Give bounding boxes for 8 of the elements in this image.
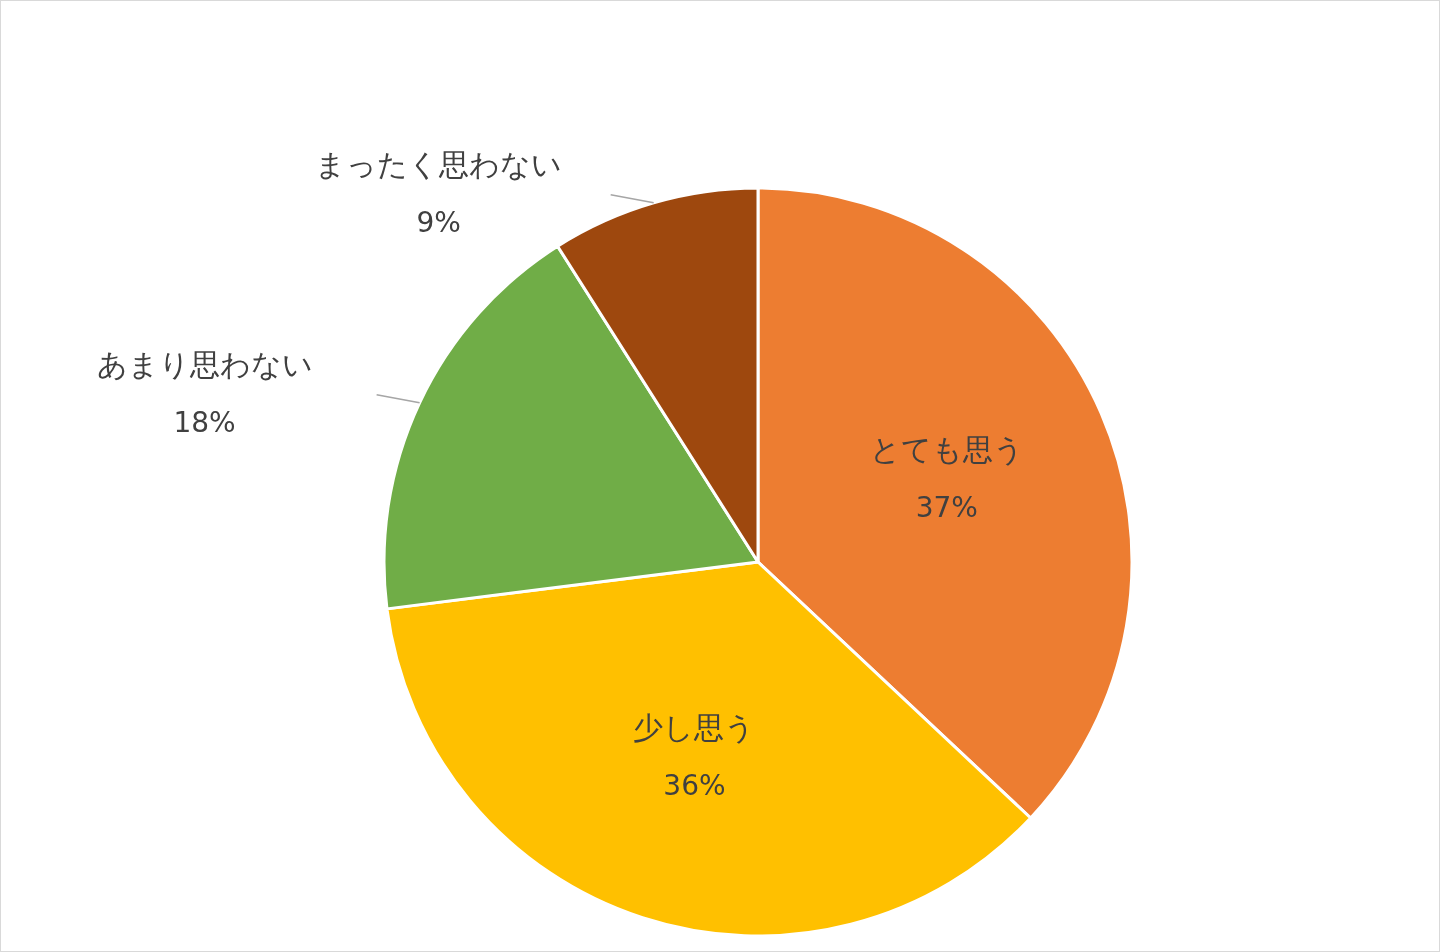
slice-label: まったく思わない — [315, 146, 563, 182]
slice-label: あまり思わない — [96, 346, 313, 382]
data-label: 9% — [416, 205, 461, 239]
data-label: 36% — [663, 768, 726, 802]
data-label: 37% — [915, 491, 978, 525]
slice-label: 少し思う — [633, 709, 756, 745]
slice-label: とても思う — [869, 432, 1024, 468]
data-label: 18% — [173, 405, 236, 439]
